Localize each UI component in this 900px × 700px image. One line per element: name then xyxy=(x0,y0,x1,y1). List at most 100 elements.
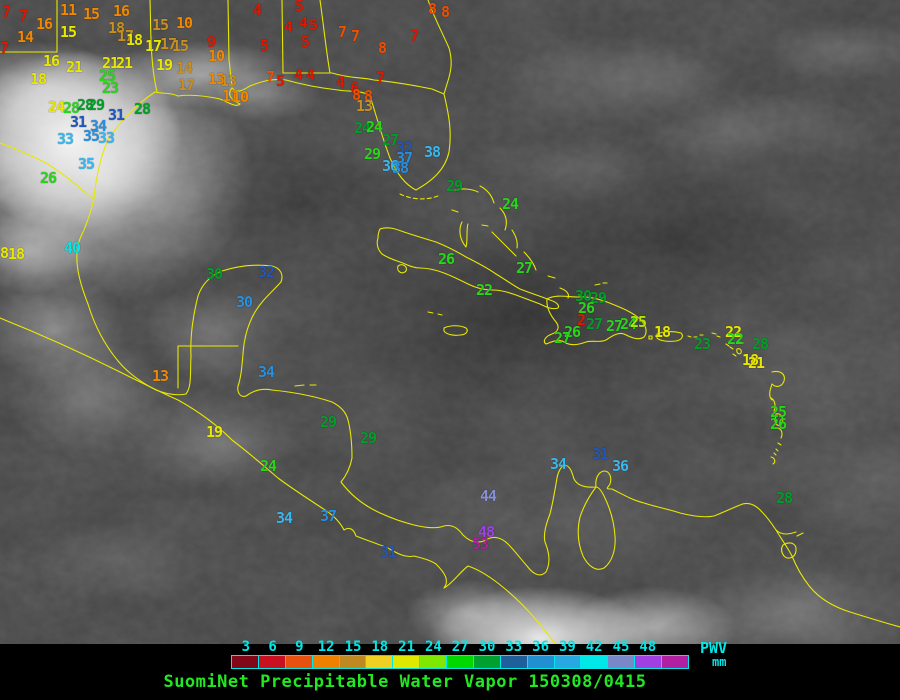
station-pwv-value: 7 xyxy=(338,23,347,41)
station-pwv-value: 25 xyxy=(770,403,787,421)
station-pwv-value: 29 xyxy=(360,429,377,447)
station-pwv-value: 2 xyxy=(577,311,586,329)
station-pwv-value: 31 xyxy=(108,106,125,124)
station-pwv-value: 26 xyxy=(438,250,455,268)
station-pwv-value: 21 xyxy=(102,54,119,72)
colorbar-segment xyxy=(472,656,500,668)
station-pwv-value: 13 xyxy=(356,97,373,115)
station-pwv-value: 44 xyxy=(480,487,497,505)
colorbar-tick-label: 3 xyxy=(241,639,251,655)
station-pwv-value: 17 xyxy=(160,35,177,53)
station-pwv-value: 30 xyxy=(575,287,592,305)
station-pwv-value: 24 xyxy=(502,195,519,213)
satellite-image: 7 7 11 15 16 16 14 15 7 18 17 18 15 10 17 17 15 9 10 16 21 18… xyxy=(0,0,900,644)
station-pwv-value: 8 xyxy=(0,244,9,262)
station-pwv-value: 13 xyxy=(152,367,169,385)
colorbar-tick-label: 18 xyxy=(371,639,389,655)
station-pwv-value: 14 xyxy=(17,28,34,46)
station-pwv-value: 33 xyxy=(57,130,74,148)
station-pwv-value: 36 xyxy=(382,157,399,175)
colorbar-segment xyxy=(419,656,446,668)
station-pwv-value: 37 xyxy=(396,149,413,167)
station-pwv-value: 34 xyxy=(90,117,107,135)
station-pwv-value: 11 xyxy=(60,1,77,19)
station-pwv-value: 21 xyxy=(748,354,765,372)
station-pwv-value: 21 xyxy=(116,54,133,72)
colorbar-tick-label: 36 xyxy=(532,639,550,655)
station-pwv-value: 24 xyxy=(366,118,383,136)
station-pwv-value: 22 xyxy=(727,330,744,348)
station-pwv-value: 28 xyxy=(63,99,80,117)
station-pwv-value: 18 xyxy=(126,31,143,49)
station-pwv-value: 5 xyxy=(260,37,269,55)
station-pwv-value: 29 xyxy=(320,413,337,431)
station-pwv-value: 25 xyxy=(99,67,116,85)
station-pwv-value: 23 xyxy=(102,79,119,97)
station-pwv-value: 5 xyxy=(309,16,318,34)
station-pwv-value: 16 xyxy=(36,15,53,33)
station-pwv-value: 10 xyxy=(232,88,249,106)
station-pwv-value: 31 xyxy=(380,543,397,561)
station-values-layer: 7 7 11 15 16 16 14 15 7 18 17 18 15 10 17 17 15 9 10 16 21 18… xyxy=(0,0,793,561)
station-pwv-value: 17 xyxy=(117,27,134,45)
station-pwv-value: 7 xyxy=(376,69,385,87)
station-pwv-value: 18 xyxy=(742,351,759,369)
station-pwv-value: 24 xyxy=(260,457,277,475)
station-pwv-value: 7 xyxy=(351,27,360,45)
colorbar-segment xyxy=(232,656,258,668)
station-pwv-value: 7 xyxy=(266,68,275,86)
colorbar-segment xyxy=(661,656,688,668)
station-pwv-value: 15 xyxy=(60,23,77,41)
station-pwv-value: 14 xyxy=(176,59,193,77)
station-pwv-value: 8 xyxy=(364,87,373,105)
station-pwv-value: 4 xyxy=(284,18,293,36)
station-pwv-value: 33 xyxy=(98,129,115,147)
station-pwv-value: 22 xyxy=(476,281,493,299)
station-pwv-value: 27 xyxy=(586,315,603,333)
station-pwv-value: 19 xyxy=(206,423,223,441)
colorbar-tick-labels: 3 6 9 12 15 18 21 24 27 30 33 36 39 42 45 48 xyxy=(0,640,900,654)
station-pwv-value: 13 xyxy=(208,70,225,88)
station-pwv-value: 5 xyxy=(295,0,304,15)
station-pwv-value: 8 xyxy=(352,86,361,104)
station-pwv-value: 18 xyxy=(30,70,47,88)
station-pwv-value: 34 xyxy=(258,363,275,381)
station-pwv-value: 16 xyxy=(113,2,130,20)
station-pwv-value: 28 xyxy=(752,335,769,353)
station-pwv-value: 29 xyxy=(446,177,463,195)
station-pwv-value: 10 xyxy=(208,47,225,65)
station-pwv-value: 24 xyxy=(620,315,637,333)
station-pwv-value: 34 xyxy=(276,509,293,527)
station-pwv-value: 4 xyxy=(294,66,303,84)
station-pwv-value: 26 xyxy=(770,415,787,433)
colorbar-tick-label: 6 xyxy=(268,639,277,655)
station-pwv-value: 27 xyxy=(516,259,533,277)
station-pwv-value: 13 xyxy=(220,72,237,90)
station-pwv-value: 31 xyxy=(592,445,609,463)
colorbar-tick-label: 45 xyxy=(612,639,630,655)
station-pwv-value: 27 xyxy=(606,317,623,335)
colorbar-segment xyxy=(526,656,554,668)
station-pwv-value: 9 xyxy=(207,33,216,51)
station-pwv-value: 8 xyxy=(378,39,387,57)
colorbar-tick-label: 21 xyxy=(398,639,416,655)
station-pwv-value: 7 xyxy=(0,39,9,57)
station-pwv-value: 15 xyxy=(83,5,100,23)
station-pwv-value: 8 xyxy=(441,3,450,21)
station-pwv-value: 8 xyxy=(428,0,437,18)
station-pwv-value: 15 xyxy=(152,16,169,34)
station-pwv-value: 28 xyxy=(776,489,793,507)
colorbar-tick-label: 33 xyxy=(505,639,523,655)
station-pwv-value: 21 xyxy=(66,58,83,76)
station-pwv-value: 16 xyxy=(43,52,60,70)
station-pwv-value: 37 xyxy=(320,507,337,525)
station-pwv-value: 15 xyxy=(172,37,189,55)
station-pwv-value: 38 xyxy=(424,143,441,161)
colorbar-segment xyxy=(392,656,420,668)
colorbar-segment xyxy=(446,656,473,668)
colorbar-tick-label: 39 xyxy=(558,639,576,655)
colorbar-segment xyxy=(499,656,527,668)
station-pwv-value: 22 xyxy=(725,323,742,341)
station-pwv-value: 28 xyxy=(134,100,151,118)
